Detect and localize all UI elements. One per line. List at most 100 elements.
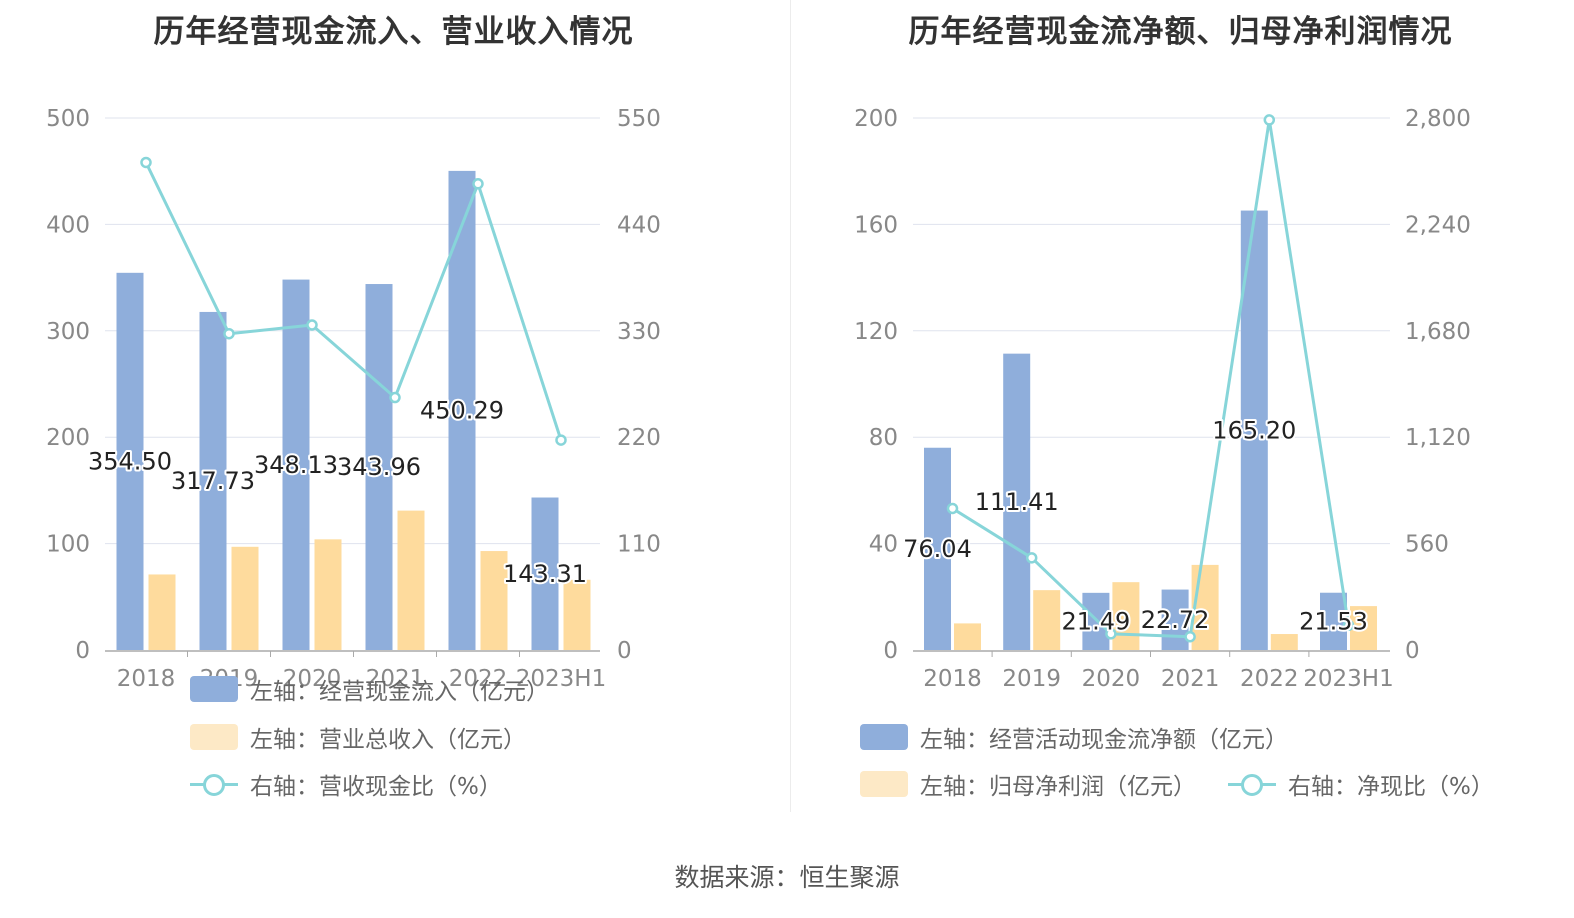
legend-item-total-revenue[interactable]: 左轴：营业总收入（亿元） [190,720,526,754]
line-point [946,502,959,515]
data-label: 343.96 [337,453,421,481]
line-point [1025,552,1038,564]
data-label: 22.72 [1141,606,1210,634]
left-chart-panel: 历年经营现金流入、营业收入情况 0 100 200 300 400 500 0 110 220 3… [0,0,787,830]
y-right-tick-label: 560 [1405,532,1449,558]
bar [1033,590,1061,650]
left-chart: 0100200300400500011022033044055020182019… [46,106,661,692]
bar [1112,582,1140,650]
bar [924,447,951,650]
right-chart-panel: 历年经营现金流净额、归母净利润情况 0 40 80 120 160 200 0 560 1,12… [787,0,1574,830]
x-tick-label: 2021 [1161,666,1220,692]
y-left-tick-label: 80 [869,425,898,451]
chart-title: 历年经营现金流净额、归母净利润情况 [908,14,1453,50]
line-point [1105,628,1117,640]
legend-label: 右轴：净现比（%） [1288,774,1494,800]
right-chart: 0 40 80 120 160 200 0 560 1,120 1,680 2,240 2,800 20… [854,106,1471,692]
y-right-tick-label: 330 [617,319,661,345]
y-right-tick-label: 1,680 [1405,319,1471,345]
x-tick-label: 2019 [1002,666,1061,692]
y-left-tick-label: 0 [75,638,90,664]
line-point [1184,630,1196,643]
y-left-tick-label: 400 [46,212,90,238]
y-right-tick-label: 0 [617,638,632,664]
bar [199,311,227,650]
line-point [306,319,318,331]
legend-label: 右轴：营收现金比（%） [250,774,502,800]
line-point [555,434,567,446]
x-tick-label: 2023H1 [516,666,606,692]
data-label: 354.50 [88,447,172,475]
legend-label: 左轴：经营现金流入（亿元） [250,679,549,705]
y-right-tick-label: 550 [617,106,661,132]
legend-label: 左轴：营业总收入（亿元） [250,727,526,753]
legend-label: 左轴：归母净利润（亿元） [920,774,1196,800]
bar-swatch-icon [190,724,238,750]
line-point [140,156,152,169]
data-label: 450.29 [420,396,504,424]
y-right-tick-label: 2,800 [1405,106,1471,132]
data-label: 111.41 [975,488,1059,516]
legend-label: 左轴：经营活动现金流净额（亿元） [920,727,1288,753]
x-tick-label: 2022 [449,666,508,692]
bar [282,279,310,650]
data-label: 76.04 [903,535,972,563]
bar-swatch-icon [190,676,238,702]
bar-swatch-icon [860,724,908,750]
x-tick-label: 2023H1 [1303,666,1393,692]
line-point [1263,114,1276,126]
line-point [1342,619,1355,632]
legend-item-net-cash-ratio[interactable]: 右轴：净现比（%） [1228,767,1494,801]
bar [116,272,144,650]
bar [231,546,259,650]
panel-divider [790,0,791,812]
line-point [389,391,401,404]
bar [563,579,591,650]
data-label: 21.53 [1299,607,1368,635]
bar-swatch-icon [860,771,908,797]
bar [480,551,508,650]
y-left-tick-label: 40 [869,532,898,558]
line-point [472,178,484,190]
y-right-tick-label: 220 [617,425,661,451]
y-left-tick-label: 300 [46,319,90,345]
x-tick-label: 2018 [923,666,982,692]
y-right-tick-label: 1,120 [1405,425,1471,451]
bar [365,284,393,650]
legend-item-revenue-cash-ratio[interactable]: 右轴：营收现金比（%） [190,767,502,801]
bar [954,623,981,650]
data-label: 165.20 [1212,416,1296,444]
bar [1270,634,1298,650]
bar [531,497,559,650]
bar [148,574,176,650]
data-source: 数据来源：恒生聚源 [674,863,900,892]
y-left-tick-label: 160 [854,212,898,238]
legend-item-cash-inflow[interactable]: 左轴：经营现金流入（亿元） [190,672,549,706]
bar [1320,592,1347,650]
data-label: 143.31 [503,560,587,588]
data-label: 317.73 [171,467,255,495]
x-tick-label: 2020 [283,666,342,692]
x-tick-label: 2021 [366,666,425,692]
y-left-tick-label: 100 [46,532,90,558]
bar [397,510,425,650]
x-tick-label: 2020 [1082,666,1141,692]
y-left-tick-label: 0 [883,638,898,664]
y-right-tick-label: 0 [1405,638,1420,664]
y-left-tick-label: 500 [46,106,90,132]
y-right-tick-label: 2,240 [1405,212,1471,238]
x-tick-label: 2022 [1240,666,1299,692]
bar [314,539,342,650]
chart-title: 历年经营现金流入、营业收入情况 [153,14,634,50]
y-left-tick-label: 120 [854,319,898,345]
legend-item-operating-cash-net[interactable]: 左轴：经营活动现金流净额（亿元） [860,720,1288,754]
line-marker-icon [190,771,238,797]
bar [1350,606,1377,650]
y-right-tick-label: 110 [617,532,661,558]
series-line [144,161,563,441]
line-point [223,327,235,340]
line-marker-icon [1228,771,1276,797]
y-left-tick-label: 200 [854,106,898,132]
bar [1161,589,1189,650]
legend-item-net-profit[interactable]: 左轴：归母净利润（亿元） [860,767,1196,801]
